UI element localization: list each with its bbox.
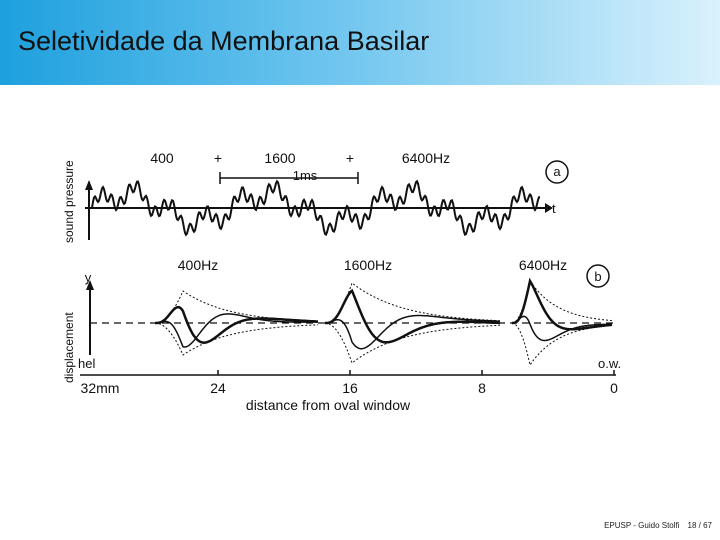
y-label: sound pressure — [62, 160, 76, 243]
panel-label: b — [594, 269, 601, 284]
distance-label: 0 — [610, 380, 618, 396]
distance-label: 24 — [210, 380, 226, 396]
page-number: 18 / 67 — [687, 521, 712, 530]
wave-trace — [155, 305, 319, 344]
wave-trace — [155, 313, 318, 348]
pressure-wave — [91, 179, 541, 237]
wave-trace — [324, 282, 500, 324]
t-label: t — [552, 201, 556, 216]
wave-label: 6400Hz — [519, 257, 567, 273]
wave-trace — [511, 322, 613, 367]
wave-trace — [324, 322, 500, 364]
scale-label: 1ms — [293, 168, 318, 183]
header-bar: Seletividade da Membrana Basilar — [0, 0, 720, 85]
credit: EPUSP - Guido Stolfi — [604, 521, 680, 530]
panel-label: a — [553, 164, 561, 179]
component: + — [346, 150, 354, 166]
traveling-waves — [155, 277, 613, 367]
wave-label: 1600Hz — [344, 257, 392, 273]
wave-trace — [512, 277, 613, 331]
component: 400 — [150, 150, 174, 166]
slide-title: Seletividade da Membrana Basilar — [18, 26, 430, 56]
wave-trace — [325, 314, 501, 350]
side-label: displacement — [62, 312, 76, 383]
component: 1600 — [264, 150, 295, 166]
figure: 400 + 1600 + 6400Hz 1ms a t sound pressu… — [62, 150, 621, 413]
wave-trace — [325, 288, 501, 344]
distance-label: 16 — [342, 380, 358, 396]
end-label: hel — [78, 356, 95, 371]
panel-b-axes — [80, 264, 616, 376]
y-label: y — [85, 270, 92, 285]
wave-trace — [511, 315, 612, 342]
end-label: o.w. — [598, 356, 621, 371]
panel-a-axes — [85, 160, 569, 240]
wave-trace — [155, 322, 319, 356]
footer: EPUSP - Guido Stolfi 18 / 67 — [596, 521, 712, 530]
x-label: distance from oval window — [246, 397, 411, 413]
distance-label: 8 — [478, 380, 486, 396]
distance-label: 32mm — [81, 380, 120, 396]
component: 6400Hz — [402, 150, 450, 166]
component: + — [214, 150, 222, 166]
wave-label: 400Hz — [178, 257, 218, 273]
